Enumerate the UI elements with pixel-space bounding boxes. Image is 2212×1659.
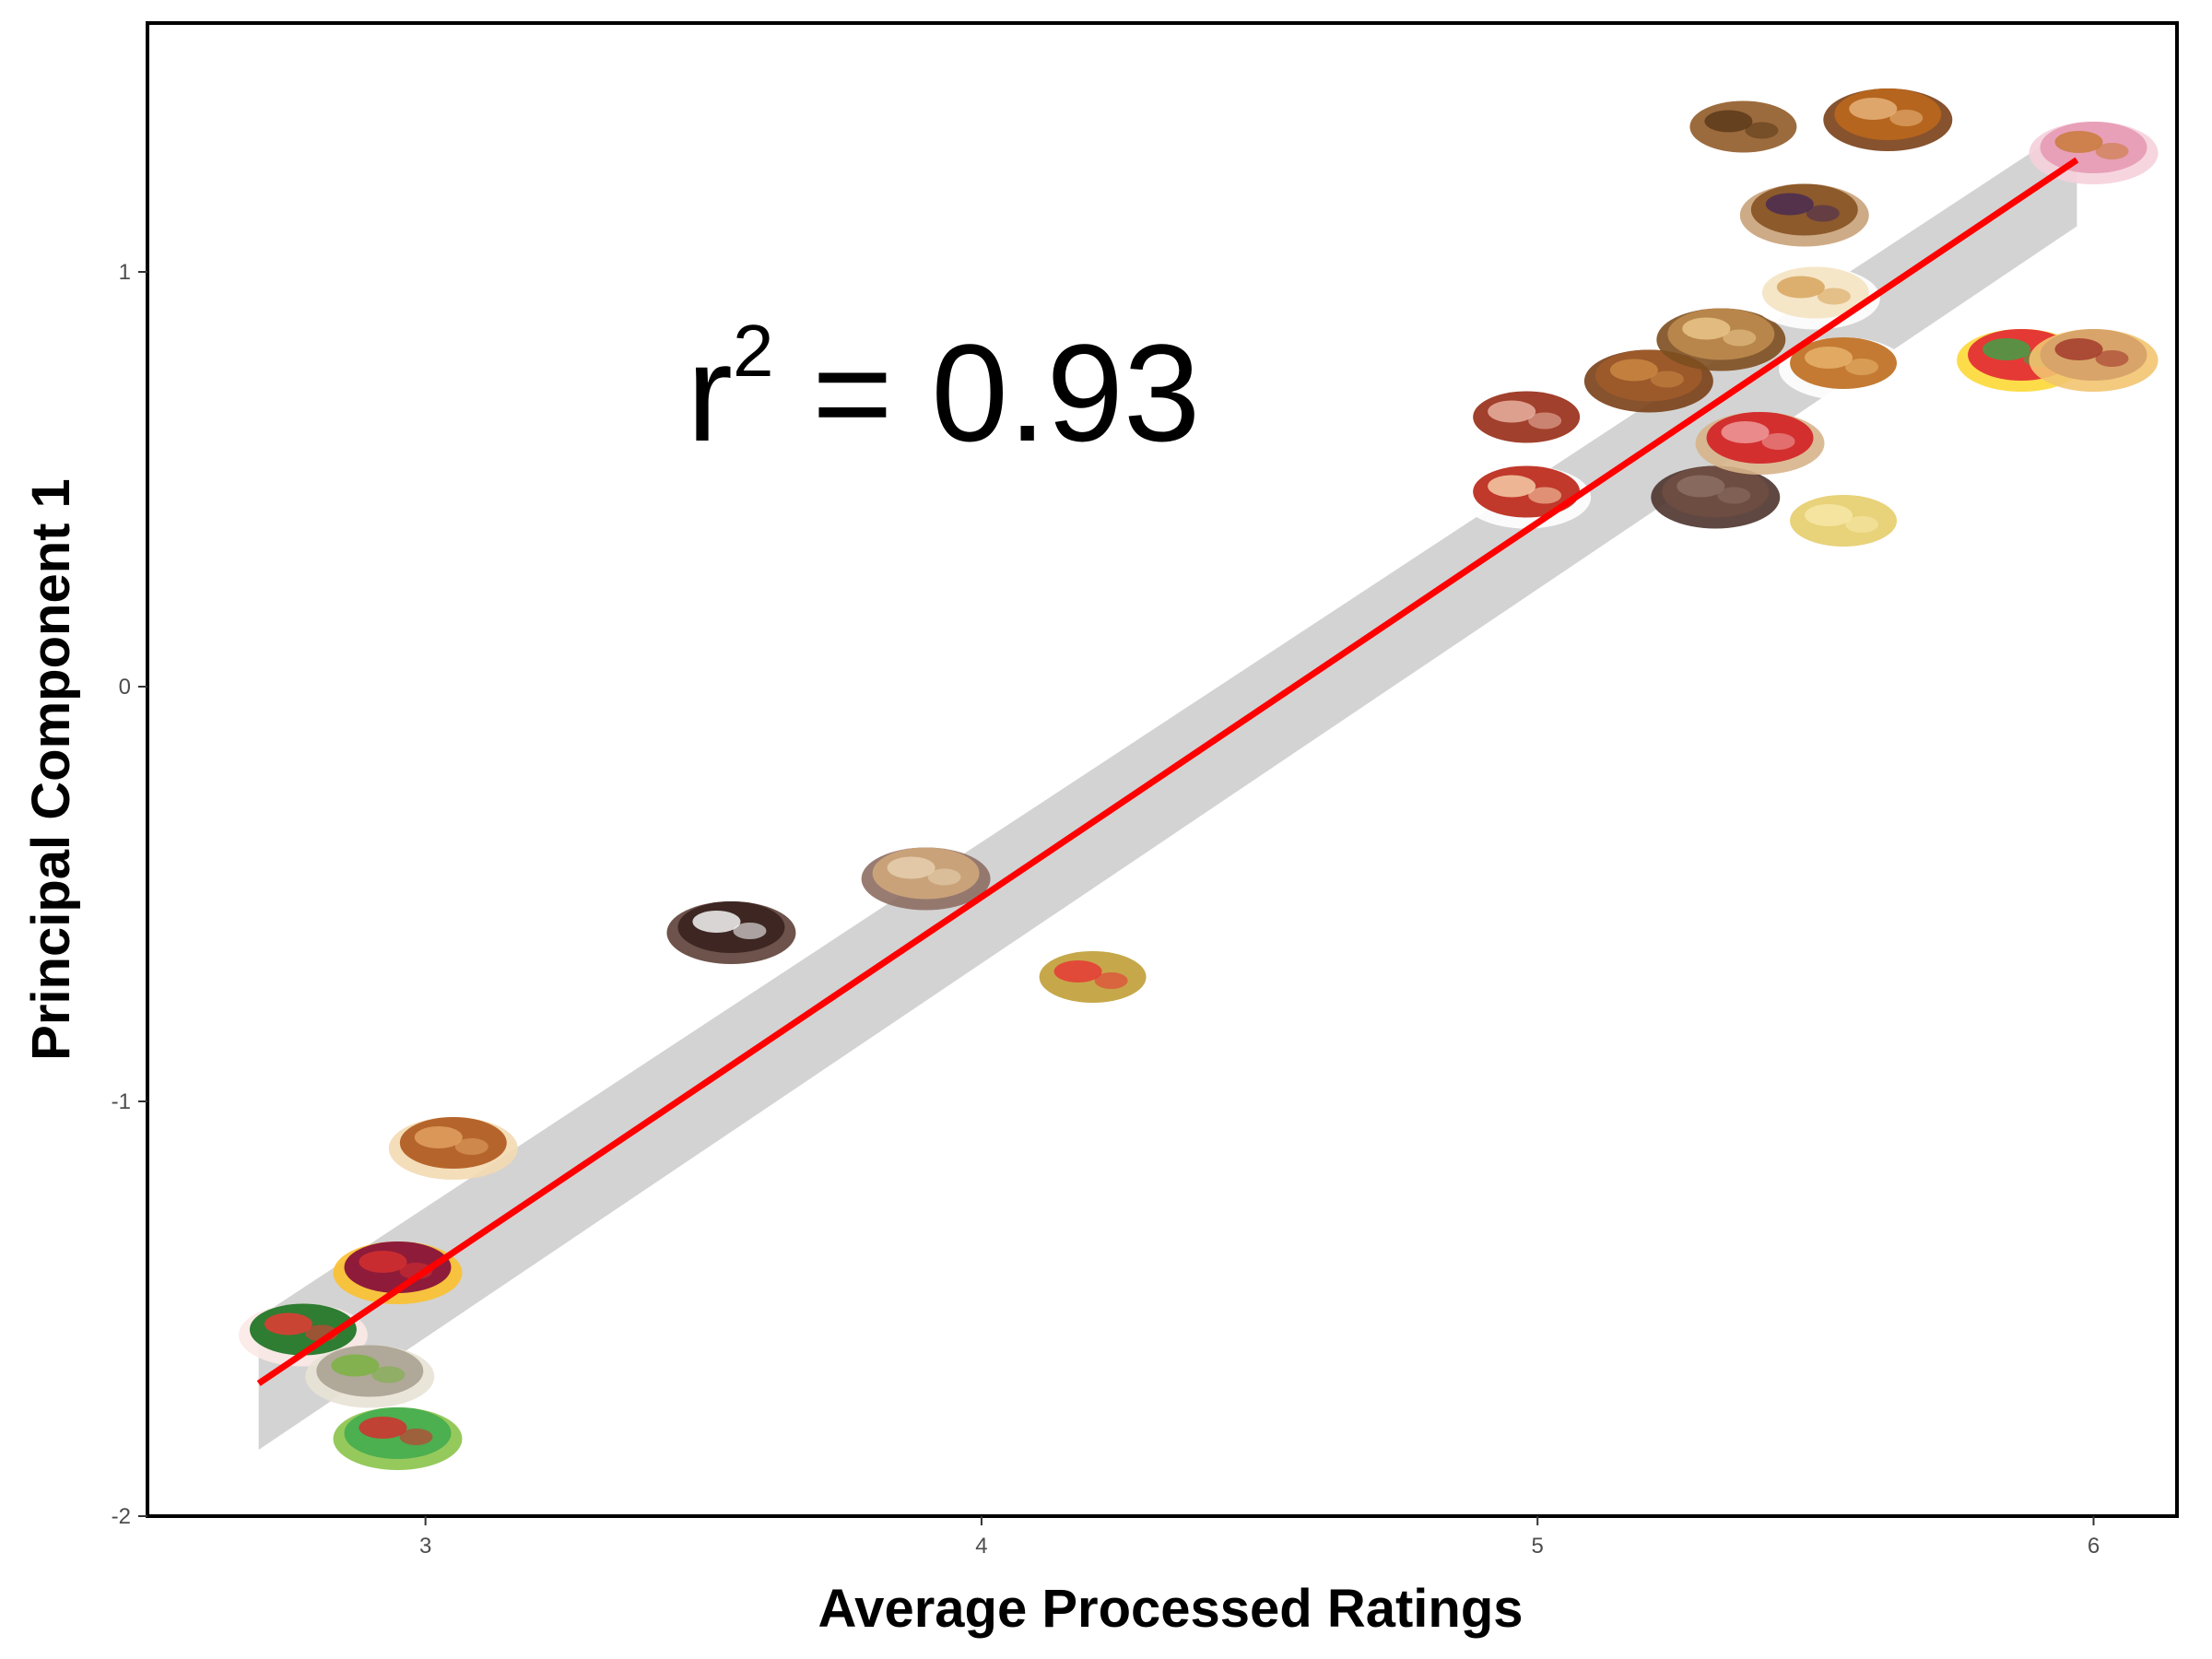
point-donuts-icon: [2029, 122, 2159, 184]
point-hot-dog-icon: [2029, 329, 2159, 392]
annotation-rest: = 0.93: [773, 315, 1200, 470]
point-bacon-icon: [1462, 391, 1592, 454]
point-onion-rings-icon: [1779, 337, 1909, 400]
point-sausages-icon: [1651, 465, 1781, 529]
point-ice-cream-cone-icon: [1750, 266, 1880, 330]
x-tick-label: 6: [2088, 1534, 2100, 1559]
x-axis-title: Average Processed Ratings: [818, 1579, 1523, 1639]
point-muffin-icon: [1739, 183, 1869, 247]
point-pie-icon: [1462, 465, 1592, 529]
fit-annotation: r2 = 0.93: [687, 310, 1200, 470]
point-broccoli-tomatoes-icon: [333, 1407, 463, 1470]
point-fried-chicken-icon: [1583, 349, 1713, 413]
regression-line: [256, 157, 2079, 1386]
y-tick-label: 1: [119, 260, 131, 285]
point-berries-icon: [333, 1241, 463, 1304]
ticks-layer: 3 4 5 6 -2 -1 0 1: [112, 260, 2100, 1559]
confidence-band-layer: [258, 123, 2077, 1450]
point-popsicle-icon: [1695, 412, 1825, 475]
y-tick-label: -1: [112, 1089, 131, 1114]
point-rice-bowl-icon: [861, 847, 991, 911]
plot-panel-border: [146, 21, 2179, 1518]
annotation-base: r: [687, 315, 733, 470]
y-tick-label: 0: [119, 675, 131, 700]
point-mushrooms-icon: [305, 1345, 435, 1408]
point-mac-and-cheese-icon: [1779, 495, 1909, 558]
y-axis-title: Principal Component 1: [21, 478, 81, 1061]
x-tick-label: 4: [975, 1534, 987, 1559]
x-tick-label: 5: [1532, 1534, 1544, 1559]
confidence-band: [258, 123, 2077, 1450]
point-soup-icon: [1028, 951, 1158, 1014]
y-tick-label: -2: [112, 1504, 131, 1529]
point-cinnamon-rolls-icon: [1823, 88, 1953, 151]
fit-line-layer: [256, 157, 2079, 1386]
point-grilled-sandwich-icon: [1656, 308, 1786, 371]
annotation-superscript: 2: [733, 310, 774, 392]
point-cookies-icon: [1678, 100, 1808, 164]
point-potatoes-icon: [388, 1117, 518, 1180]
points-layer: [238, 88, 2159, 1470]
x-tick-label: 3: [419, 1534, 431, 1559]
point-peppercorns-icon: [666, 901, 796, 964]
